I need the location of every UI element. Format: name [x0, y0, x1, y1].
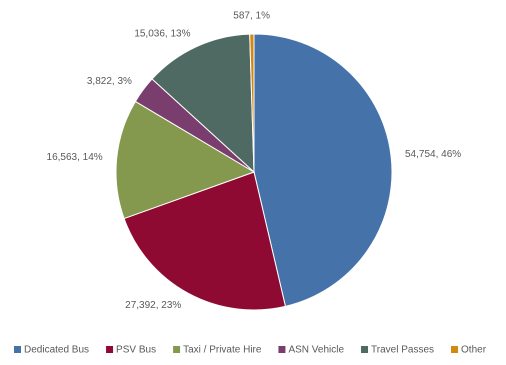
data-label: 16,563, 14% [47, 152, 103, 163]
data-label: 3,822, 3% [87, 76, 132, 87]
legend-swatch [361, 346, 369, 353]
data-label: 27,392, 23% [125, 300, 181, 311]
legend-swatch [173, 346, 181, 353]
pie-slice [253, 33, 393, 307]
pie-slice [123, 171, 287, 311]
legend-swatch [278, 346, 286, 353]
legend-swatch [451, 346, 459, 353]
legend-swatch [106, 346, 114, 353]
legend-label: PSV Bus [116, 345, 156, 356]
legend-label: Other [461, 345, 487, 356]
data-label: 54,754, 46% [405, 149, 461, 160]
pie-slice [249, 33, 255, 173]
legend-label: Taxi / Private Hire [183, 345, 262, 356]
pie-slice [151, 33, 255, 174]
legend-label: ASN Vehicle [288, 345, 344, 356]
pie-slice [115, 100, 256, 220]
data-label: 15,036, 13% [134, 29, 190, 40]
legend-swatch [14, 346, 21, 353]
legend-label: Travel Passes [371, 345, 434, 356]
data-label: 587, 1% [233, 11, 270, 22]
legend-label: Dedicated Bus [24, 345, 89, 356]
